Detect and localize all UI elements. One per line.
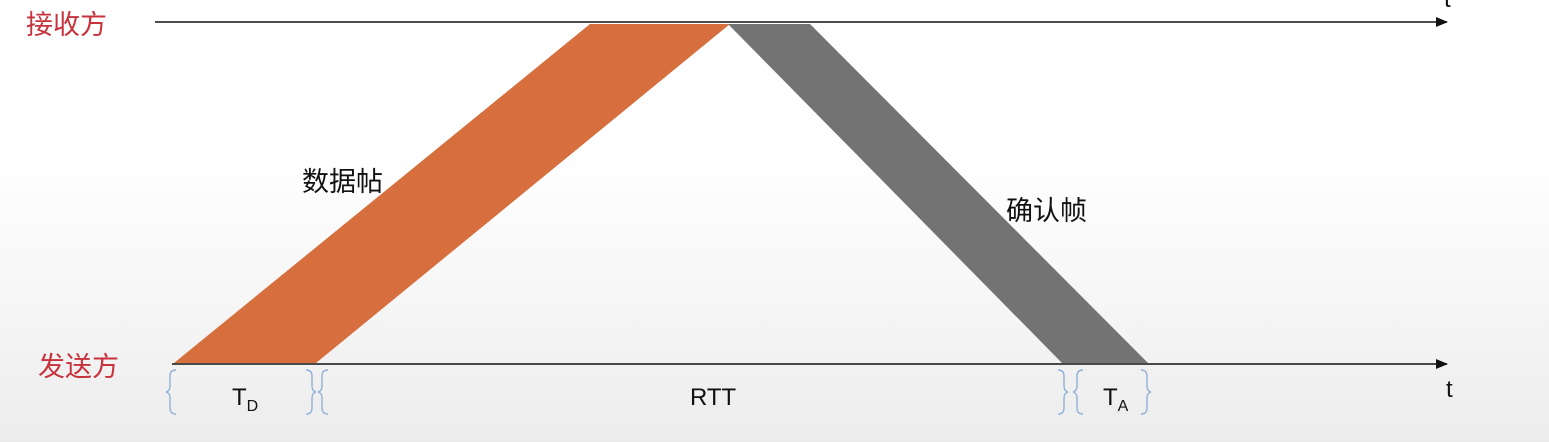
ack-frame-label: 确认帧 [1006, 196, 1087, 227]
receiver-time-label: t [1444, 0, 1451, 14]
data-frame-band [174, 24, 730, 363]
sender-label: 发送方 [38, 352, 119, 383]
td-brace [165, 369, 317, 415]
ta-sub: A [1117, 398, 1129, 415]
rtt-brace [317, 369, 1069, 415]
td-sub: D [246, 398, 259, 415]
sender-time-label: t [1446, 376, 1453, 403]
rtt-interval-label: RTT [690, 384, 737, 411]
ta-interval-label: TA [1103, 384, 1128, 416]
data-frame-label: 数据帖 [302, 167, 383, 198]
td-interval-label: TD [232, 384, 258, 416]
ack-frame-band [728, 24, 1148, 363]
receiver-label: 接收方 [26, 10, 107, 41]
ta-brace [1072, 369, 1152, 415]
td-main: T [232, 384, 247, 411]
ta-main: T [1103, 384, 1118, 411]
